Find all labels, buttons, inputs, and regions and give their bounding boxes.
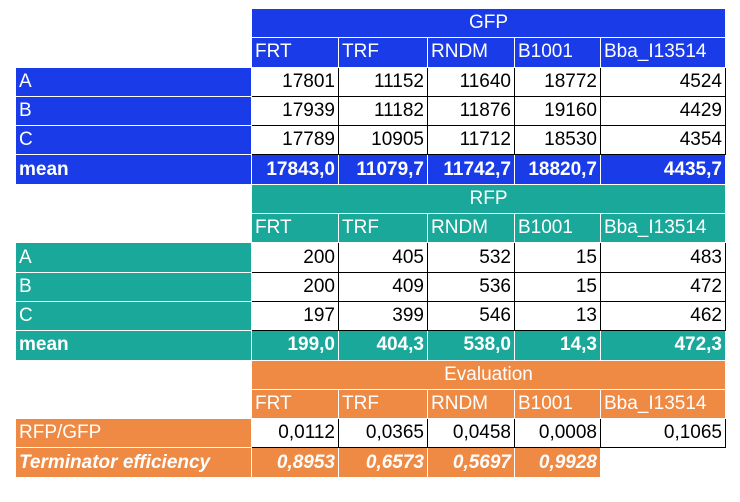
- gfp-mean-cell[interactable]: 11079,7: [338, 154, 428, 185]
- gfp-column-header[interactable]: Bba_I13514: [600, 37, 726, 68]
- rfp-cell[interactable]: 472: [600, 271, 726, 302]
- gfp-cell[interactable]: 11712: [427, 125, 515, 156]
- rfp-column-header-row: FRT TRF RNDM B1001 Bba_I13514: [15, 213, 726, 244]
- rfp-row-label[interactable]: B: [15, 271, 252, 302]
- gfp-column-header[interactable]: RNDM: [427, 37, 515, 68]
- spreadsheet-table: GFP FRT TRF RNDM B1001 Bba_I13514 A 1780…: [15, 7, 726, 478]
- efficiency-cell[interactable]: 0,9928: [514, 447, 601, 478]
- gfp-mean-cell[interactable]: 18820,7: [514, 154, 601, 185]
- rfp-cell[interactable]: 409: [338, 271, 428, 302]
- efficiency-cell[interactable]: 0,8953: [251, 447, 339, 478]
- gfp-cell[interactable]: 17939: [251, 95, 339, 127]
- gfp-cell[interactable]: 17789: [251, 125, 339, 156]
- rfp-row-a: A 200 405 532 15 483: [15, 242, 726, 273]
- evaluation-section-title[interactable]: Evaluation: [251, 359, 726, 390]
- gfp-cell[interactable]: 18772: [514, 66, 601, 97]
- gfp-cell[interactable]: 4524: [600, 66, 726, 97]
- gfp-cell[interactable]: 11182: [338, 95, 428, 127]
- gfp-cell[interactable]: 17801: [251, 66, 339, 97]
- evaluation-ratio-row: RFP/GFP 0,0112 0,0365 0,0458 0,0008 0,10…: [15, 418, 726, 449]
- gfp-mean-cell[interactable]: 17843,0: [251, 154, 339, 185]
- gfp-cell[interactable]: 18530: [514, 125, 601, 156]
- gfp-cell[interactable]: 11152: [338, 66, 428, 97]
- rfp-cell[interactable]: 462: [600, 300, 726, 332]
- evaluation-title-row: Evaluation: [15, 359, 726, 390]
- evaluation-column-header[interactable]: FRT: [251, 388, 339, 420]
- efficiency-cell[interactable]: 0,6573: [338, 447, 428, 478]
- gfp-column-header[interactable]: TRF: [338, 37, 428, 68]
- gfp-cell[interactable]: 19160: [514, 95, 601, 127]
- gfp-row-label[interactable]: A: [15, 66, 252, 97]
- rfp-mean-cell[interactable]: 472,3: [600, 330, 726, 361]
- gfp-mean-cell[interactable]: 4435,7: [600, 154, 726, 185]
- rfp-cell[interactable]: 532: [427, 242, 515, 273]
- rfp-cell[interactable]: 13: [514, 300, 601, 332]
- evaluation-column-header-row: FRT TRF RNDM B1001 Bba_I13514: [15, 388, 726, 420]
- rfp-mean-cell[interactable]: 199,0: [251, 330, 339, 361]
- gfp-cell[interactable]: 11640: [427, 66, 515, 97]
- rfp-cell[interactable]: 405: [338, 242, 428, 273]
- gfp-row-label[interactable]: C: [15, 125, 252, 156]
- ratio-row-label[interactable]: RFP/GFP: [15, 418, 252, 449]
- gfp-cell[interactable]: 4429: [600, 95, 726, 127]
- gfp-cell[interactable]: 4354: [600, 125, 726, 156]
- rfp-cell[interactable]: 15: [514, 271, 601, 302]
- rfp-mean-cell[interactable]: 404,3: [338, 330, 428, 361]
- gfp-row-c: C 17789 10905 11712 18530 4354: [15, 125, 726, 156]
- gfp-mean-label[interactable]: mean: [15, 154, 252, 185]
- rfp-cell[interactable]: 536: [427, 271, 515, 302]
- rfp-cell[interactable]: 399: [338, 300, 428, 332]
- rfp-mean-cell[interactable]: 538,0: [427, 330, 515, 361]
- evaluation-column-header[interactable]: Bba_I13514: [600, 388, 726, 420]
- gfp-mean-cell[interactable]: 11742,7: [427, 154, 515, 185]
- rfp-row-b: B 200 409 536 15 472: [15, 271, 726, 302]
- gfp-row-a: A 17801 11152 11640 18772 4524: [15, 66, 726, 97]
- rfp-column-header[interactable]: B1001: [514, 213, 601, 244]
- ratio-cell[interactable]: 0,0365: [338, 418, 428, 449]
- ratio-cell[interactable]: 0,1065: [600, 418, 726, 449]
- gfp-cell[interactable]: 11876: [427, 95, 515, 127]
- empty-cell: [600, 447, 726, 478]
- efficiency-row-label[interactable]: Terminator efficiency: [15, 447, 252, 478]
- gfp-mean-row: mean 17843,0 11079,7 11742,7 18820,7 443…: [15, 154, 726, 185]
- gfp-column-header[interactable]: B1001: [514, 37, 601, 68]
- evaluation-column-header[interactable]: B1001: [514, 388, 601, 420]
- ratio-cell[interactable]: 0,0112: [251, 418, 339, 449]
- rfp-column-header[interactable]: Bba_I13514: [600, 213, 726, 244]
- rfp-column-header[interactable]: FRT: [251, 213, 339, 244]
- rfp-cell[interactable]: 200: [251, 242, 339, 273]
- rfp-column-header[interactable]: TRF: [338, 213, 428, 244]
- evaluation-efficiency-row: Terminator efficiency 0,8953 0,6573 0,56…: [15, 447, 726, 478]
- gfp-section-title[interactable]: GFP: [251, 7, 726, 39]
- rfp-column-header[interactable]: RNDM: [427, 213, 515, 244]
- rfp-row-label[interactable]: A: [15, 242, 252, 273]
- gfp-cell[interactable]: 10905: [338, 125, 428, 156]
- rfp-mean-label[interactable]: mean: [15, 330, 252, 361]
- rfp-section-title[interactable]: RFP: [251, 183, 726, 215]
- gfp-column-header[interactable]: FRT: [251, 37, 339, 68]
- rfp-cell[interactable]: 546: [427, 300, 515, 332]
- efficiency-cell[interactable]: 0,5697: [427, 447, 515, 478]
- rfp-title-row: RFP: [15, 183, 726, 215]
- gfp-title-row: GFP: [15, 7, 726, 39]
- rfp-cell[interactable]: 197: [251, 300, 339, 332]
- gfp-row-label[interactable]: B: [15, 95, 252, 127]
- rfp-cell[interactable]: 15: [514, 242, 601, 273]
- ratio-cell[interactable]: 0,0008: [514, 418, 601, 449]
- evaluation-column-header[interactable]: RNDM: [427, 388, 515, 420]
- rfp-cell[interactable]: 200: [251, 271, 339, 302]
- rfp-row-label[interactable]: C: [15, 300, 252, 332]
- ratio-cell[interactable]: 0,0458: [427, 418, 515, 449]
- rfp-mean-row: mean 199,0 404,3 538,0 14,3 472,3: [15, 330, 726, 361]
- rfp-row-c: C 197 399 546 13 462: [15, 300, 726, 332]
- gfp-row-b: B 17939 11182 11876 19160 4429: [15, 95, 726, 127]
- evaluation-column-header[interactable]: TRF: [338, 388, 428, 420]
- rfp-cell[interactable]: 483: [600, 242, 726, 273]
- gfp-column-header-row: FRT TRF RNDM B1001 Bba_I13514: [15, 37, 726, 68]
- rfp-mean-cell[interactable]: 14,3: [514, 330, 601, 361]
